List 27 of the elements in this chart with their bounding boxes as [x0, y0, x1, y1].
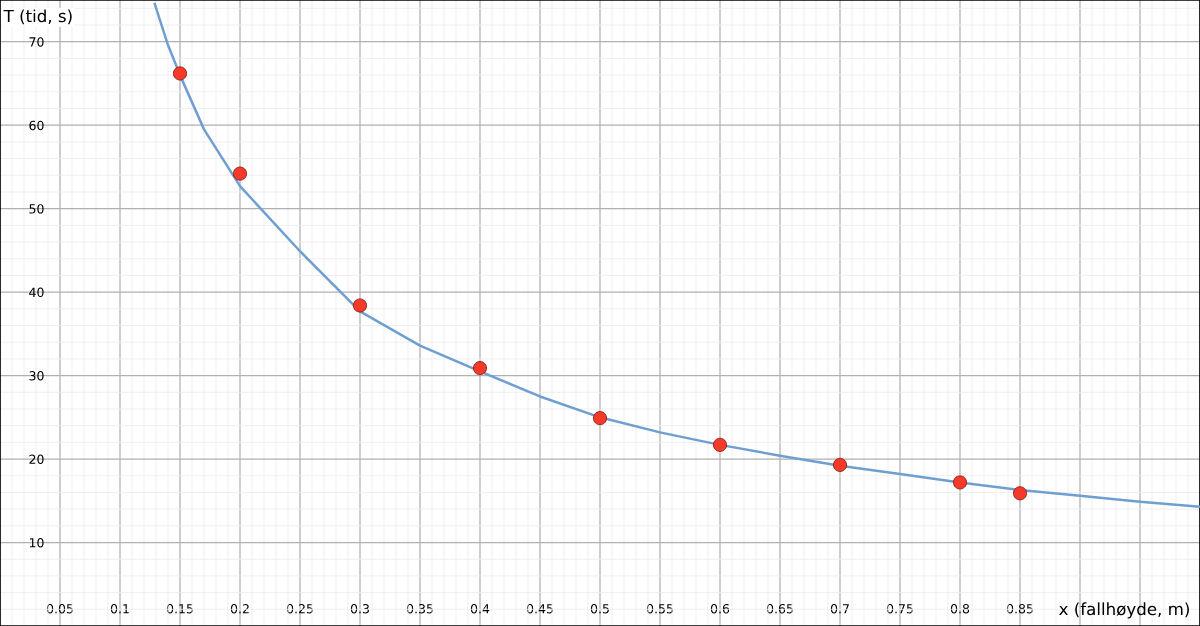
- x-tick-label: 0.85: [1006, 604, 1033, 614]
- y-tick-label: 20: [29, 454, 44, 464]
- x-tick-label: 0.1: [110, 604, 129, 614]
- x-tick-label: 0.5: [590, 604, 609, 614]
- x-tick-label: 0.55: [646, 604, 673, 614]
- y-tick-label: 40: [29, 287, 44, 298]
- y-tick-label: 30: [29, 371, 44, 381]
- x-tick-label: 0.45: [526, 604, 553, 614]
- x-tick-label: 0.2: [230, 604, 249, 614]
- x-tick-label: 0.8: [950, 604, 970, 614]
- line-series: [153, 2, 1200, 508]
- y-axis-title: T (tid, s): [3, 9, 72, 25]
- y-tick-label: 10: [29, 538, 44, 548]
- x-tick-label: 0.15: [166, 604, 193, 614]
- x-tick-label: 0.6: [710, 604, 730, 614]
- y-tick-label: 50: [29, 204, 44, 214]
- y-tick-label: 60: [29, 120, 44, 131]
- x-tick-label: 0.3: [350, 604, 369, 614]
- x-tick-label: 0.25: [286, 604, 313, 614]
- x-tick-label: 0.05: [46, 604, 73, 614]
- x-axis-title: x (fallhøyde, m): [1059, 602, 1189, 619]
- x-tick-label: 0.35: [406, 604, 433, 614]
- x-tick-label: 0.4: [470, 604, 490, 614]
- y-tick-label: 70: [29, 37, 44, 47]
- x-tick-label: 0.65: [766, 604, 793, 614]
- x-tick-label: 0.7: [830, 604, 849, 614]
- x-tick-label: 0.75: [886, 604, 913, 614]
